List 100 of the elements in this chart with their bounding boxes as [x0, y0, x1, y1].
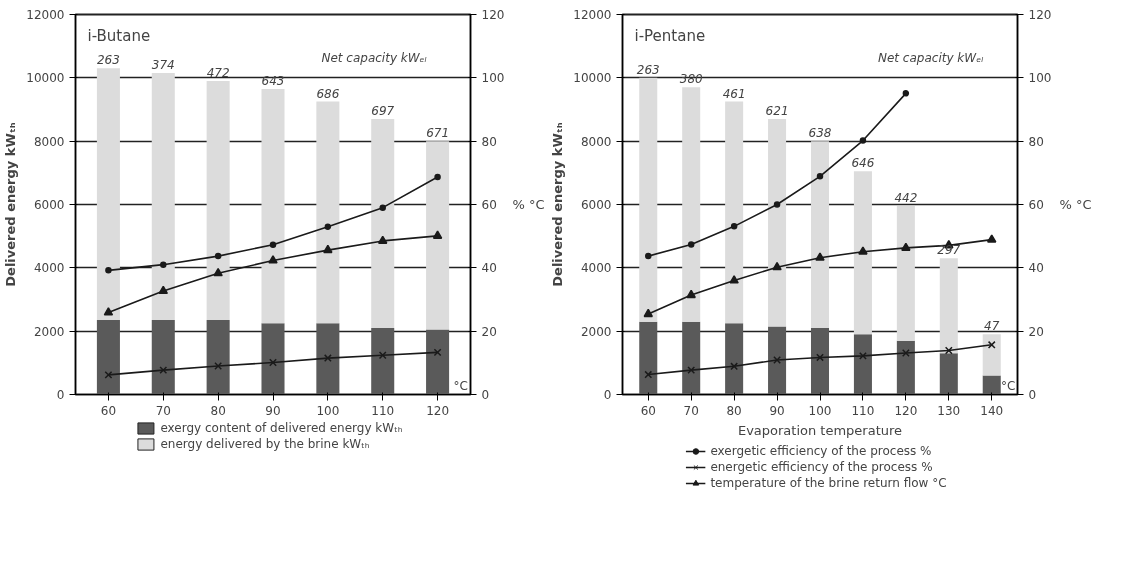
y2-tick-label: 100: [1028, 71, 1052, 86]
y-tick-label: 0: [56, 388, 65, 402]
point: [269, 241, 277, 248]
x-tick-label: 140: [980, 403, 1004, 418]
x-axis-title: Evaporation temperature: [737, 422, 903, 438]
point: [816, 353, 824, 362]
x-tick-label: 110: [851, 403, 875, 418]
x-tick-label: 70: [683, 403, 699, 418]
annotation: 461: [722, 86, 746, 101]
point: [816, 173, 824, 180]
bar: [896, 340, 915, 395]
bar: [316, 323, 340, 395]
point: [379, 204, 386, 211]
bar: [639, 77, 658, 322]
bar: [982, 334, 1001, 376]
y2-tick-label: 0: [481, 388, 490, 402]
point: [158, 285, 169, 295]
y-axis-title: Delivered energy kWₜₕ: [550, 122, 566, 287]
y2-tick-label: 20: [1028, 324, 1044, 339]
y2-tick-label: 20: [481, 324, 497, 339]
text: i-Pentane: [634, 26, 706, 45]
x-tick-label: 100: [316, 403, 340, 418]
point: [434, 173, 441, 181]
y2-tick-label: 80: [1028, 134, 1044, 149]
annotation: 671: [426, 126, 450, 141]
bar: [96, 68, 120, 321]
bar: [768, 119, 787, 327]
bar: [371, 328, 395, 395]
y2-axis-title: % °C: [1059, 197, 1092, 212]
bar: [939, 353, 958, 395]
legend-label: temperature of the brine return flow °C: [710, 476, 947, 490]
bar: [151, 320, 175, 395]
bar: [261, 323, 285, 395]
point: [730, 223, 738, 230]
y2-tick-label: 80: [481, 134, 497, 149]
bar: [725, 323, 744, 395]
point: [986, 234, 997, 243]
x-tick-label: 110: [371, 403, 395, 418]
point: [323, 354, 332, 363]
annotation: 646: [851, 156, 875, 171]
annotation: 638: [808, 126, 832, 141]
point: [987, 340, 996, 349]
x-tick-label: 60: [640, 403, 656, 418]
y-tick-label: 0: [603, 388, 612, 402]
point: [902, 90, 910, 97]
annotation: 442: [894, 191, 918, 206]
bar: [206, 81, 230, 321]
y-tick-label: 6000: [580, 198, 612, 212]
x-tick-label: 130: [937, 403, 961, 418]
point: [214, 362, 223, 370]
y-tick-label: 12000: [26, 8, 65, 22]
bar: [682, 87, 701, 322]
bar: [639, 321, 658, 395]
point: [323, 244, 333, 254]
bar: [371, 119, 395, 328]
x-tick-label: 60: [100, 403, 117, 418]
x-tick-label: 80: [210, 403, 226, 418]
y-tick-label: 10000: [26, 71, 65, 86]
x-tick-label: 80: [726, 403, 742, 418]
annotation: 374: [151, 58, 175, 73]
y-tick-label: 8000: [580, 134, 612, 149]
bar: [261, 88, 285, 324]
bar: [768, 326, 787, 395]
annotation: 686: [316, 86, 340, 101]
point: [901, 242, 911, 251]
text: Net capacity kWₑₗ: [321, 50, 427, 65]
x-tick-label: 90: [769, 403, 785, 418]
legend-label: energy delivered by the brine kWₜₕ: [160, 437, 370, 451]
point: [858, 246, 868, 255]
y-tick-label: 10000: [573, 71, 612, 86]
annotation: 643: [261, 73, 285, 88]
point: [859, 137, 867, 144]
point: [378, 351, 387, 360]
legend-label: exergetic efficiency of the process %: [710, 444, 932, 458]
y-tick-label: 4000: [580, 261, 612, 276]
point: [901, 349, 910, 357]
point: [643, 308, 654, 318]
annotation: °C: [453, 378, 468, 393]
annotation: 697: [371, 104, 395, 118]
annotation: 621: [765, 104, 789, 118]
point: [815, 252, 825, 261]
y2-tick-label: 40: [1028, 261, 1044, 276]
y-axis-title: Delivered energy kWₜₕ: [3, 122, 19, 287]
bar: [810, 328, 830, 395]
x-tick-label: 70: [155, 403, 171, 418]
text: Net capacity kWₑₗ: [877, 50, 984, 65]
bar: [96, 320, 120, 395]
point: [433, 348, 442, 357]
x-tick-label: 90: [265, 403, 281, 418]
bar: [725, 101, 744, 324]
y2-tick-label: 0: [1028, 388, 1037, 402]
bar: [853, 171, 872, 335]
y2-tick-label: 100: [481, 71, 505, 86]
y-tick-label: 12000: [573, 8, 612, 22]
bar: [151, 73, 175, 321]
bar: [853, 334, 872, 395]
legend-label: energetic efficiency of the process %: [710, 460, 933, 474]
point: [686, 289, 696, 299]
annotation: 472: [206, 66, 230, 80]
y-tick-label: 8000: [33, 134, 65, 149]
